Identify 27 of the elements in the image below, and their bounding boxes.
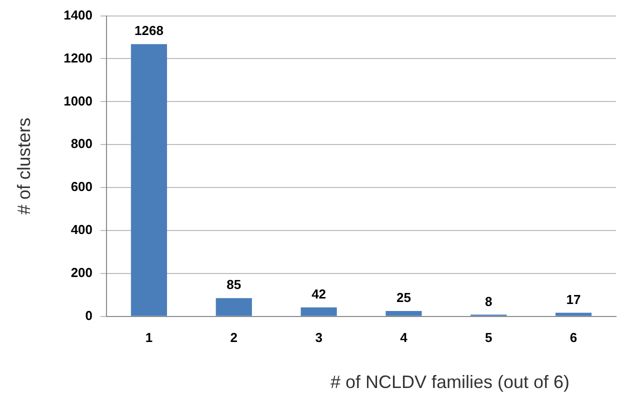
- y-tick-label: 1400: [64, 7, 93, 22]
- bar: [386, 311, 422, 316]
- bar: [216, 298, 252, 316]
- y-tick-label: 1200: [64, 50, 93, 66]
- x-tick-label: 1: [145, 330, 153, 345]
- x-axis-title: # of NCLDV families (out of 6): [329, 372, 571, 393]
- data-label: 42: [312, 286, 326, 302]
- bar: [130, 44, 168, 316]
- y-axis-title: # of clusters: [14, 118, 34, 215]
- y-tick-label: 0: [85, 308, 93, 323]
- y-tick-label: 1000: [64, 93, 93, 108]
- data-label: 17: [566, 292, 581, 307]
- data-label: 1268: [134, 23, 164, 38]
- x-tick-label: 3: [315, 330, 322, 345]
- x-tick-label: 5: [485, 330, 492, 345]
- x-tick-label: 2: [230, 330, 238, 345]
- y-tick-label: 800: [70, 136, 93, 152]
- y-tick-label: 200: [70, 265, 93, 280]
- data-label: 85: [226, 277, 242, 292]
- data-label: 25: [396, 290, 411, 306]
- x-tick-label: 6: [570, 330, 578, 345]
- data-label: 8: [485, 294, 492, 309]
- bar: [300, 307, 337, 316]
- y-tick-label: 400: [70, 222, 93, 238]
- bar: [556, 312, 592, 316]
- y-tick-label: 600: [70, 179, 93, 194]
- x-tick-label: 4: [400, 330, 408, 345]
